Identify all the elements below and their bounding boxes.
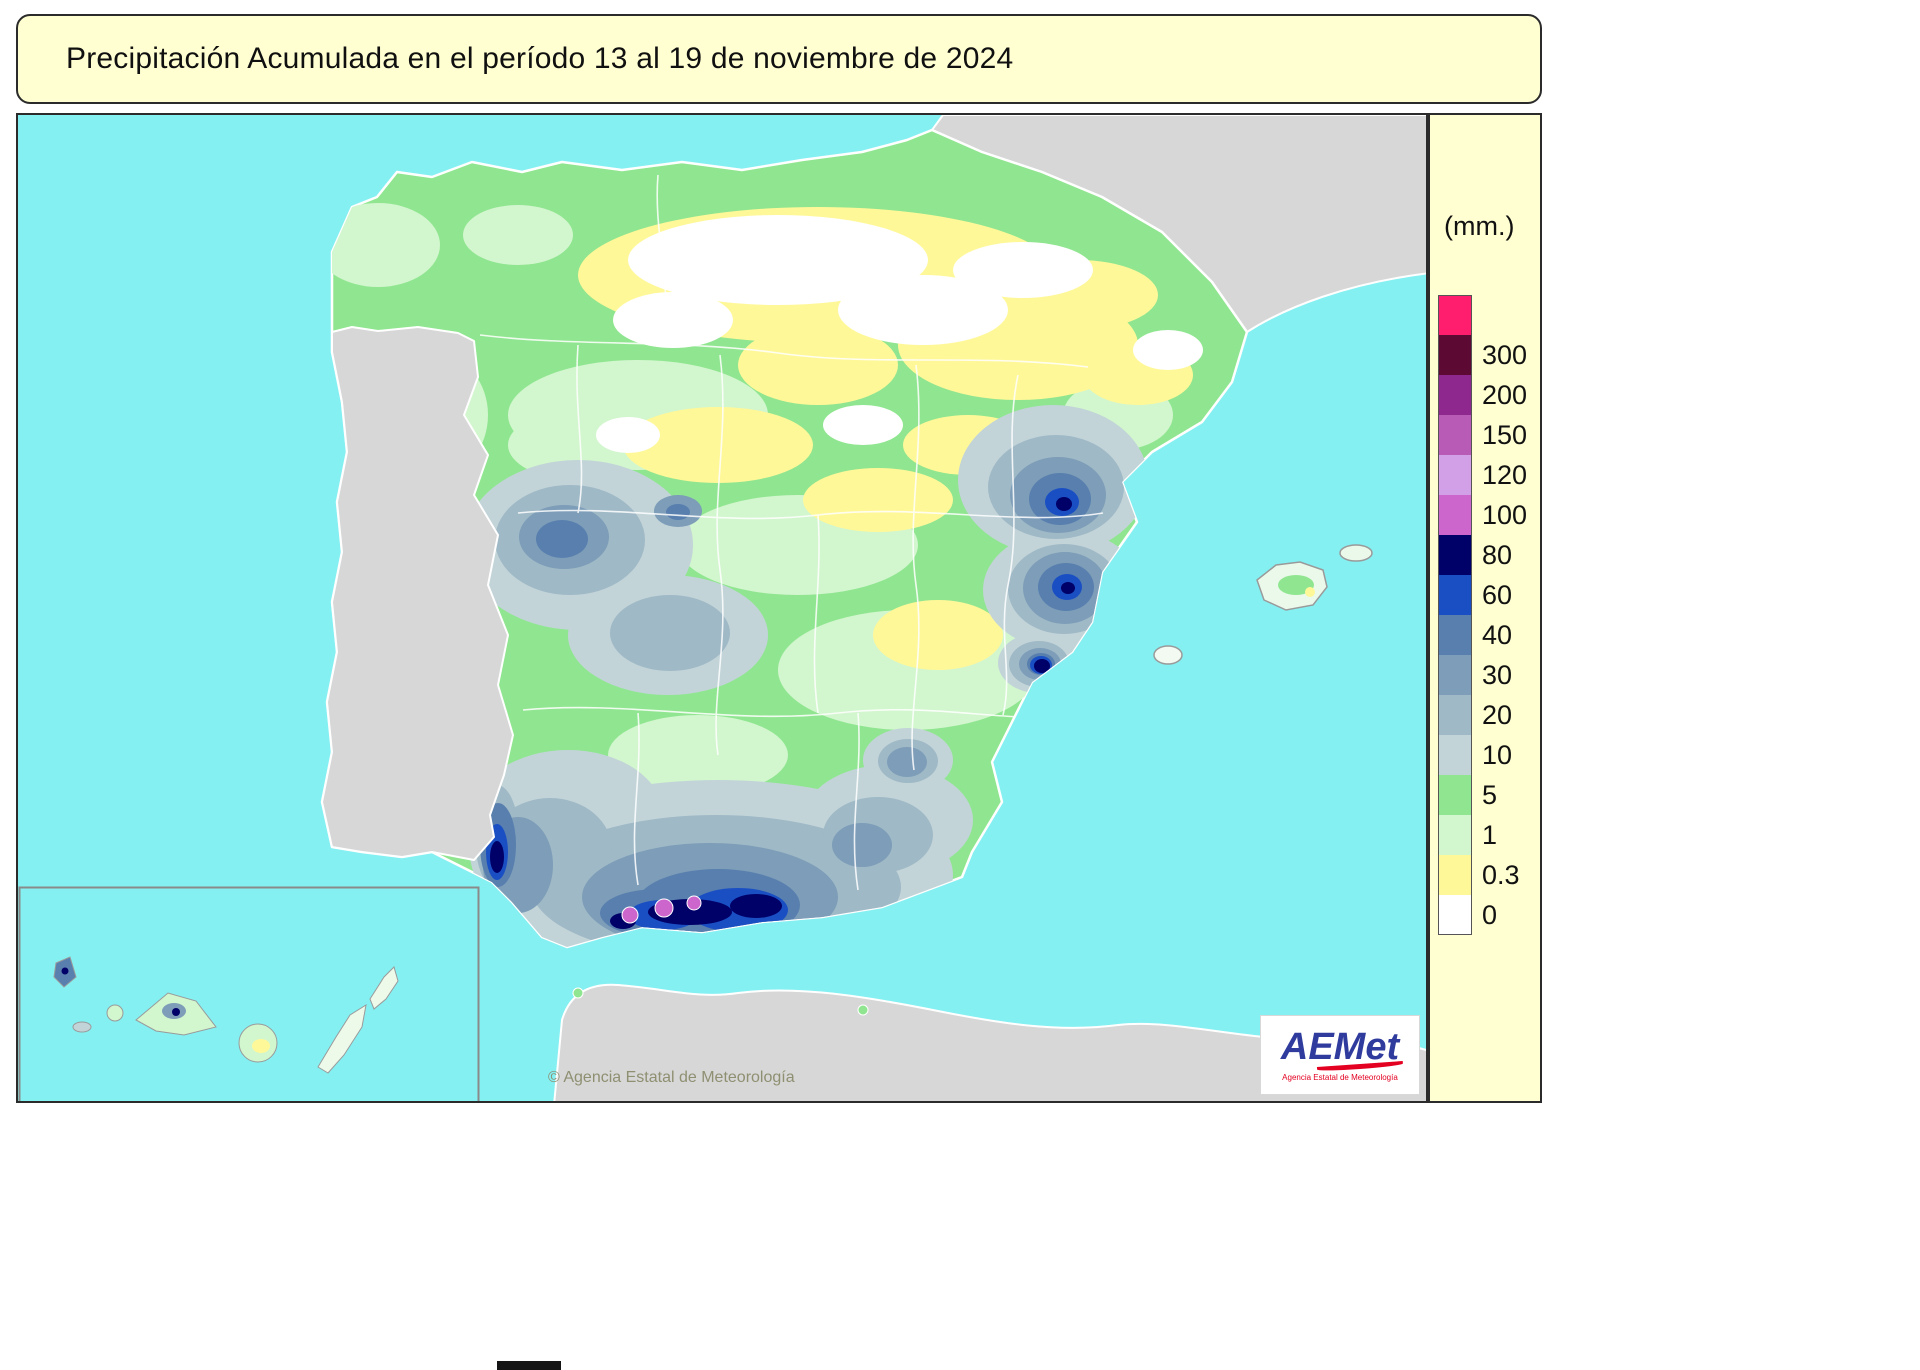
precipitation-map-svg [18,115,1426,1101]
legend-entry: 300 [1438,335,1527,375]
legend-swatch [1438,815,1472,855]
title-banner: Precipitación Acumulada en el período 13… [16,14,1542,104]
aemet-logo: AEMet Agencia Estatal de Meteorología [1260,1015,1420,1095]
legend-swatch [1438,295,1472,335]
legend-entry: 40 [1438,615,1527,655]
legend-entry: 1 [1438,815,1527,855]
legend-entry: 5 [1438,775,1527,815]
legend-entry: 150 [1438,415,1527,455]
legend-label: 30 [1482,659,1513,690]
legend-unit-label: (mm.) [1444,211,1515,241]
legend-label: 1 [1482,819,1498,850]
legend-label: 10 [1482,739,1513,770]
copyright-text: © Agencia Estatal de Meteorología [548,1069,795,1086]
legend-entry: 20 [1438,695,1527,735]
balearic-islands [1153,544,1373,665]
legend-swatch [1438,375,1472,415]
legend-entry: 0 [1438,895,1527,935]
legend-swatch [1438,655,1472,695]
aemet-logo-text: AEMet [1280,1026,1400,1068]
legend-entry: 0.3 [1438,855,1527,895]
legend-label: 200 [1482,379,1528,410]
legend-entry [1438,295,1527,335]
precipitation-contours [322,174,1203,947]
legend-label: 5 [1482,779,1498,810]
legend-label: 300 [1482,339,1528,370]
legend-swatch [1438,855,1472,895]
legend-swatch [1438,415,1472,455]
map-panel: © Agencia Estatal de Meteorología AEMet … [16,113,1428,1103]
legend-panel: (mm.) 300 200 150 120 100 80 60 40 30 20 10 5 1 0.3 0 [1428,113,1542,1103]
page-title: Precipitación Acumulada en el período 13… [66,42,1014,75]
legend-entry: 120 [1438,455,1527,495]
legend-swatch [1438,775,1472,815]
legend-label: 80 [1482,539,1513,570]
legend-bar: 300 200 150 120 100 80 60 40 30 20 10 5 1 0.3 0 [1438,295,1527,935]
legend-swatch [1438,495,1472,535]
legend-entry: 100 [1438,495,1527,535]
legend-label: 0 [1482,899,1498,930]
legend-swatch [1438,735,1472,775]
legend-entry: 10 [1438,735,1527,775]
legend-entry: 30 [1438,655,1527,695]
legend-label: 40 [1482,619,1513,650]
legend-label: 120 [1482,459,1528,490]
legend-entry: 200 [1438,375,1527,415]
melilla [857,1004,869,1016]
legend-label: 60 [1482,579,1513,610]
canary-islands-inset [18,886,480,1101]
legend-swatch [1438,575,1472,615]
legend-swatch [1438,895,1472,935]
portugal-landmass [321,326,514,861]
legend-label: 100 [1482,499,1528,530]
legend-label: 0.3 [1482,859,1520,890]
legend-swatch [1438,335,1472,375]
legend-swatch [1438,615,1472,655]
legend-swatch [1438,695,1472,735]
ceuta [572,987,584,999]
legend-entry: 80 [1438,535,1527,575]
aemet-logo-subtext: Agencia Estatal de Meteorología [1282,1073,1398,1082]
horizontal-scrollbar-thumb[interactable] [497,1361,561,1370]
legend-swatch [1438,535,1472,575]
legend-label: 150 [1482,419,1528,450]
legend-swatch [1438,455,1472,495]
legend-entry: 60 [1438,575,1527,615]
legend-label: 20 [1482,699,1513,730]
region-borders [479,174,1104,891]
